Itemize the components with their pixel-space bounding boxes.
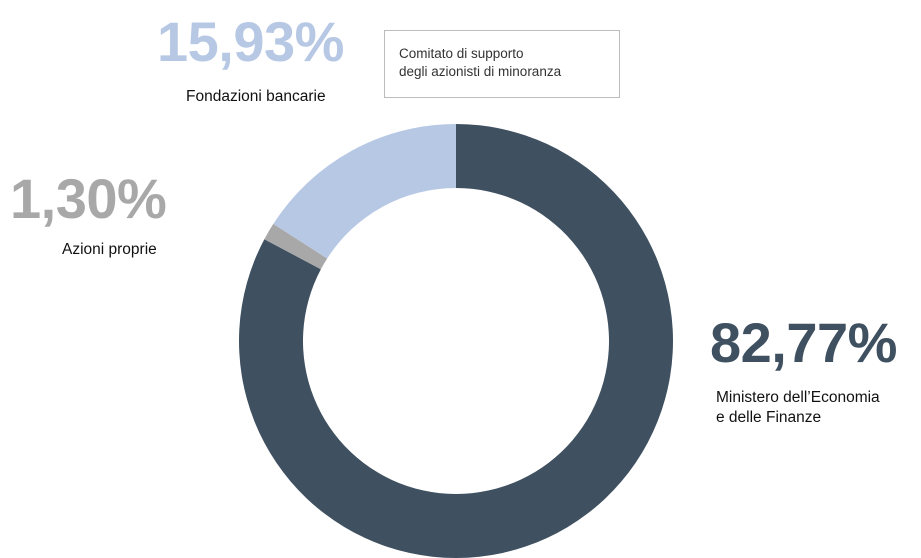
legend-line-1: Comitato di supporto (399, 46, 524, 61)
slice-value-fondazioni-bancarie: 15,93% (157, 10, 344, 73)
slice-ministero-economia (239, 124, 673, 558)
slice-azioni-proprie (264, 223, 328, 270)
slice-value-azioni-proprie: 1,30% (10, 167, 167, 230)
legend-line-2: degli azionisti di minoranza (399, 64, 562, 79)
slice-fondazioni-bancarie (273, 124, 456, 259)
slice-label-mef-line-2: e delle Finanze (716, 409, 822, 426)
slice-value-ministero-economia: 82,77% (710, 311, 897, 374)
slice-label-ministero-economia: Ministero dell’Economia e delle Finanze (716, 388, 880, 428)
legend-box: Comitato di supporto degli azionisti di … (384, 30, 620, 98)
slice-label-fondazioni-bancarie: Fondazioni bancarie (186, 87, 326, 107)
slice-label-azioni-proprie: Azioni proprie (62, 240, 157, 260)
slice-label-fondazioni-line-1: Fondazioni bancarie (186, 88, 326, 105)
slice-label-mef-line-1: Ministero dell’Economia (716, 389, 880, 406)
slice-label-azioni-line-1: Azioni proprie (62, 241, 157, 258)
